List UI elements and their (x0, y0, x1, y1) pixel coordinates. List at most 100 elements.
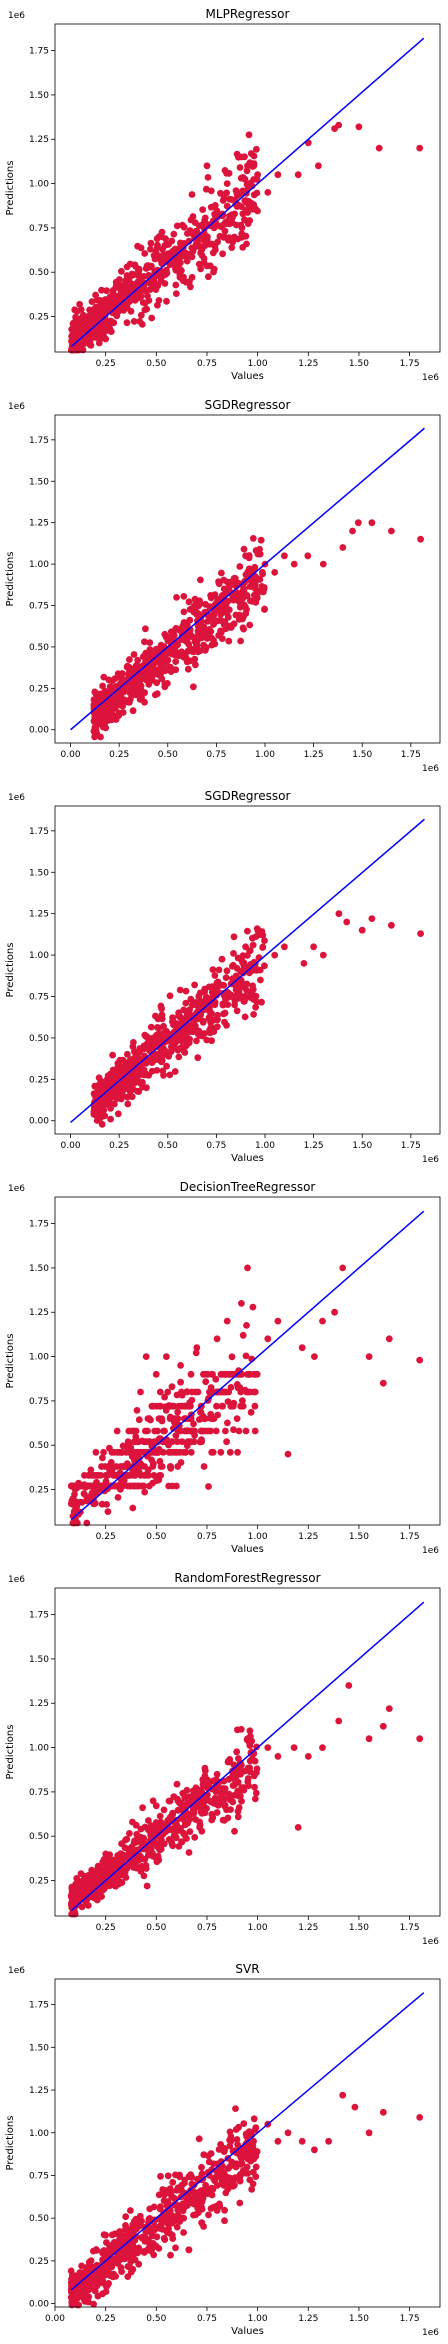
chart-0-point (144, 292, 151, 300)
chart-1-xtick-label: 0.00 (61, 750, 81, 760)
chart-4-point (212, 1788, 220, 1795)
chart-1-point (185, 598, 193, 606)
chart-3-point (168, 1383, 176, 1391)
chart-0-point (187, 283, 194, 291)
chart-3-xlabel: Values (231, 1544, 264, 1555)
chart-5-point (69, 2290, 77, 2297)
chart-1-point (236, 603, 244, 611)
chart-4-ytick-label: 0.25 (29, 1877, 49, 1887)
chart-0-point (375, 144, 383, 152)
chart-3-point (365, 1353, 373, 1360)
chart-3-point (173, 1438, 181, 1446)
chart-0-point (253, 189, 261, 197)
chart-1-point (100, 673, 108, 681)
chart-0-point (223, 180, 231, 188)
chart-5-point (169, 2215, 177, 2223)
chart-3-point (170, 1402, 178, 1410)
chart-3-point (103, 1501, 111, 1508)
chart-2-point (170, 1028, 178, 1036)
chart-0-point (163, 297, 170, 305)
chart-3-point (139, 1482, 147, 1490)
chart-2-point (256, 966, 264, 974)
chart-0-point (137, 244, 145, 252)
chart-0-point (135, 265, 143, 273)
chart-2-point (261, 962, 268, 970)
chart-1-point (114, 670, 122, 678)
chart-5-point (121, 2226, 129, 2233)
chart-5-point (232, 2105, 239, 2113)
chart-0-point (246, 179, 254, 187)
chart-2-point (119, 1082, 126, 1090)
chart-2-point (124, 1050, 131, 1058)
chart-5-ytick-label: 1.25 (29, 2086, 49, 2096)
chart-1-point (184, 647, 192, 655)
chart-5-ytick-label: 0.00 (29, 2300, 49, 2310)
chart-0-xtick-label: 0.25 (96, 359, 116, 369)
chart-5-point (85, 2286, 92, 2294)
chart-3-point (104, 1508, 112, 1515)
chart-4-point (205, 1797, 213, 1804)
chart-0-point (147, 245, 154, 253)
chart-2-point (191, 981, 199, 989)
chart-4-point (335, 1717, 343, 1725)
chart-3-point (230, 1426, 237, 1434)
chart-0-point (103, 287, 110, 295)
chart-3-point (247, 1408, 255, 1416)
chart-5-point (98, 2268, 105, 2276)
chart-0-point (234, 192, 242, 199)
chart-3-point (154, 1438, 162, 1446)
chart-2-point (182, 987, 190, 995)
chart-2-point (122, 1072, 130, 1080)
chart-3-point (284, 1450, 292, 1458)
chart-4-point (251, 1783, 258, 1791)
chart-3-point (212, 1375, 220, 1383)
chart-0-point (200, 225, 208, 233)
chart-1-point (190, 683, 197, 691)
chart-1-xtick-label: 1.00 (255, 750, 275, 760)
chart-5-point (164, 2198, 172, 2206)
chart-0-point (71, 323, 79, 330)
chart-3-identity-line (70, 1210, 425, 1521)
chart-1-point (105, 716, 112, 724)
chart-2-xtick-label: 0.75 (206, 1141, 226, 1151)
chart-4-point (219, 1785, 227, 1792)
chart-2-xtick-label: 1.50 (352, 1141, 372, 1151)
chart-1-point (90, 727, 98, 735)
chart-0-point (234, 235, 242, 243)
chart-0-point (216, 232, 224, 240)
chart-0-point (80, 318, 88, 325)
chart-1-point (172, 658, 180, 665)
chart-3-point (100, 1448, 107, 1456)
chart-0-point (157, 277, 165, 285)
chart-5-point (207, 2150, 215, 2157)
chart-5-point (216, 2200, 223, 2208)
chart-2-point (214, 1011, 221, 1019)
chart-4-point (148, 1831, 156, 1839)
chart-0-ytick-label: 0.25 (29, 313, 49, 323)
chart-5-point (161, 2236, 169, 2244)
chart-2-point (124, 1100, 132, 1108)
chart-0-point (74, 343, 82, 350)
chart-3-ytick-label: 0.75 (29, 1397, 49, 1407)
chart-1-xtick-label: 1.25 (304, 750, 324, 760)
chart-3-point (140, 1472, 148, 1479)
chart-2-point (163, 1062, 171, 1070)
chart-4-ytick-label: 1.50 (29, 1655, 49, 1665)
chart-3-xtick-label: 1.00 (248, 1532, 268, 1542)
chart-2-point (108, 1075, 116, 1083)
chart-0-point (153, 243, 161, 251)
chart-0-point (197, 249, 205, 257)
chart-0-ylabel: Predictions (5, 161, 16, 216)
chart-1-point (99, 723, 107, 731)
chart-4-point (137, 1825, 145, 1833)
chart-0-point (244, 162, 251, 170)
chart-5-point (248, 2186, 256, 2193)
chart-3-point (239, 1331, 247, 1339)
chart-4-point (130, 1864, 138, 1871)
chart-2-point (127, 1079, 135, 1087)
chart-0-point (242, 232, 250, 240)
chart-0-point (188, 191, 196, 198)
chart-5-point (325, 2137, 332, 2145)
chart-3-point (140, 1438, 148, 1446)
chart-1-point (173, 594, 180, 601)
